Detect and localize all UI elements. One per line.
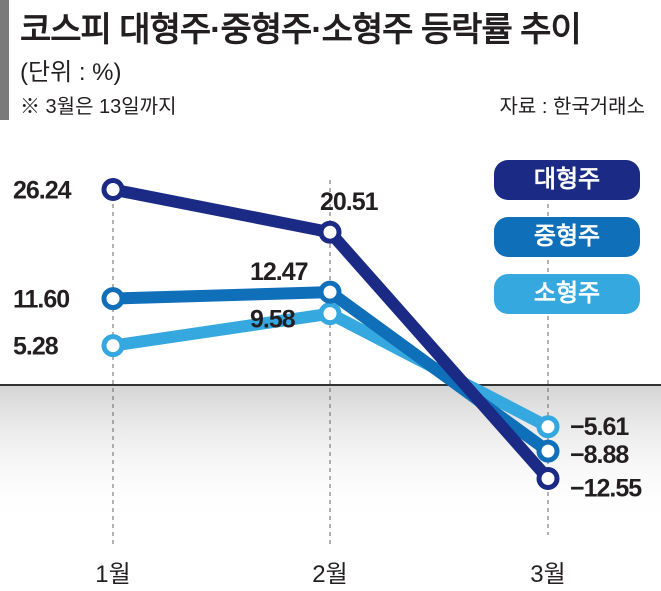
data-label: −5.61 [570, 413, 629, 441]
data-point [536, 439, 560, 463]
chart-title: 코스피 대형주·중형주·소형주 등락률 추이 [20, 11, 582, 49]
x-tick-label: 1월 [95, 561, 130, 588]
legend-small-cap: 소형주 [494, 274, 640, 314]
data-point [536, 466, 560, 490]
data-label: −8.88 [570, 441, 629, 469]
source-label: 자료 : 한국거래소 [499, 96, 645, 118]
data-point [536, 415, 560, 439]
data-point [101, 178, 125, 202]
title-accent-bar [0, 0, 9, 120]
data-label: 26.24 [13, 177, 72, 205]
unit-label: (단위 : %) [20, 59, 122, 86]
data-point [318, 280, 342, 304]
data-point [101, 287, 125, 311]
legend-large-cap: 대형주 [494, 160, 640, 200]
data-label: 12.47 [250, 258, 308, 286]
data-point [318, 220, 342, 244]
data-label: 11.60 [13, 286, 69, 314]
data-label: 20.51 [320, 188, 379, 216]
legend-mid-cap: 중형주 [494, 217, 640, 257]
data-label: 9.58 [250, 306, 296, 334]
footnote: ※ 3월은 13일까지 [20, 96, 177, 118]
x-tick-label: 3월 [530, 561, 565, 588]
x-tick-label: 2월 [312, 561, 347, 588]
data-point [101, 334, 125, 358]
data-point [318, 302, 342, 326]
data-label: 5.28 [13, 333, 59, 361]
data-label: −12.55 [570, 474, 642, 502]
